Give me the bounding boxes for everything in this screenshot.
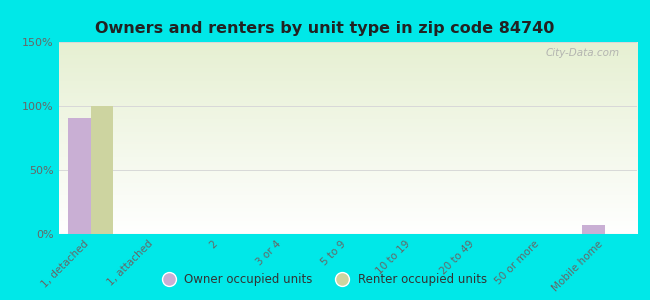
Bar [582,225,605,234]
Legend: Owner occupied units, Renter occupied units: Owner occupied units, Renter occupied un… [159,269,491,291]
Bar [90,106,113,234]
Text: City-Data.com: City-Data.com [545,48,619,58]
Bar [68,118,90,234]
Text: Owners and renters by unit type in zip code 84740: Owners and renters by unit type in zip c… [96,21,554,36]
